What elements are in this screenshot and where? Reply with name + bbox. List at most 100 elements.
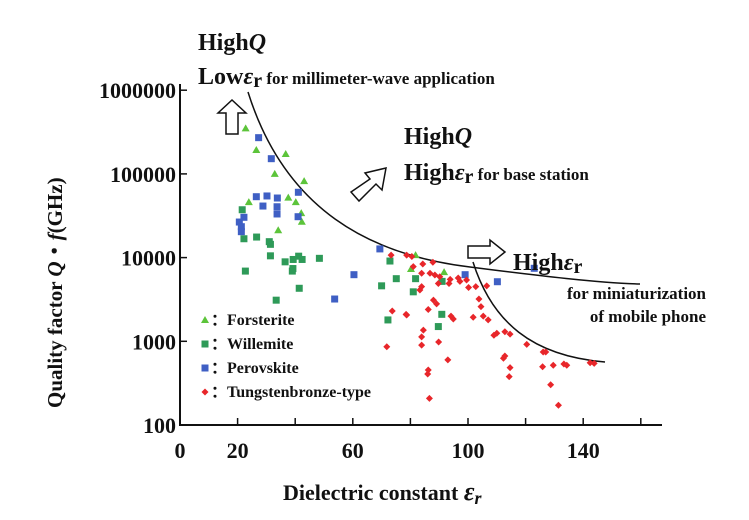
point-perovskite [294,213,302,221]
boundary-curve-lower [472,261,606,363]
point-tungstenbronze-type [388,307,396,315]
point-perovskite [235,218,243,226]
point-tungstenbronze-type [501,328,509,336]
point-willemite [289,255,297,263]
point-perovskite [267,155,275,163]
y-tick-label: 100 [143,413,176,438]
arrow-right-icon [467,238,507,266]
point-tungstenbronze-type [387,251,395,259]
point-tungstenbronze-type [418,269,426,277]
point-tungstenbronze-type [403,251,411,259]
point-forsterite [281,149,290,157]
point-perovskite [259,202,267,210]
point-tungstenbronze-type [429,258,437,266]
point-perovskite [273,210,281,218]
point-tungstenbronze-type [456,277,464,285]
legend-marker-tungstenbronze-type [201,388,209,396]
legend-label-willemite: ：Willemite [211,336,293,353]
point-perovskite [294,188,302,196]
point-tungstenbronze-type [419,326,427,334]
point-willemite [315,254,323,262]
point-tungstenbronze-type [418,333,426,341]
point-tungstenbronze-type [449,315,457,323]
y-tick-label: 100000 [110,162,176,187]
legend-marker-willemite [201,340,209,348]
point-tungstenbronze-type [490,331,498,339]
annotation-mobile-line3: of mobile phone [590,307,707,326]
point-perovskite [252,193,260,201]
point-tungstenbronze-type [424,370,432,378]
point-tungstenbronze-type [434,280,442,288]
point-tungstenbronze-type [590,359,598,367]
point-tungstenbronze-type [424,305,432,313]
point-tungstenbronze-type [436,273,444,281]
point-willemite [266,252,274,260]
point-tungstenbronze-type [539,363,547,371]
point-willemite [438,277,446,285]
point-willemite [238,206,246,214]
point-tungstenbronze-type [563,361,571,369]
point-tungstenbronze-type [465,283,473,291]
point-willemite [266,240,274,248]
point-willemite [241,267,249,275]
point-tungstenbronze-type [408,253,416,261]
y-tick-label: 1000000 [99,78,176,103]
point-tungstenbronze-type [409,263,417,271]
x-tick-label: 0 [175,438,186,463]
point-tungstenbronze-type [506,330,514,338]
point-willemite [409,288,417,296]
point-forsterite [406,265,415,273]
x-tick-label: 100 [452,438,485,463]
point-willemite [253,233,261,241]
point-forsterite [274,226,283,234]
point-forsterite [244,198,253,206]
point-perovskite [240,213,248,221]
point-tungstenbronze-type [445,280,453,288]
point-willemite [438,310,446,318]
point-tungstenbronze-type [549,361,557,369]
x-tick-label: 140 [567,438,600,463]
point-willemite [386,257,394,265]
point-perovskite [237,228,245,236]
point-willemite [272,296,280,304]
point-tungstenbronze-type [419,260,427,268]
y-ticks: 1000000 100000 10000 1000 100 [99,78,187,438]
point-perovskite [263,192,271,200]
y-tick-label: 1000 [132,329,176,354]
point-willemite [412,275,420,283]
point-willemite [384,316,392,324]
annotation-mmwave-line1: HighQ [198,30,266,56]
point-tungstenbronze-type [425,394,433,402]
point-forsterite [297,217,306,225]
point-tungstenbronze-type [418,341,426,349]
annotation-mobile-line1: Highεr [513,250,583,278]
y-axis-title: Quality factor Q・f(GHz) [43,177,67,408]
point-forsterite [440,268,449,276]
point-tungstenbronze-type [472,283,480,291]
point-perovskite [530,264,538,272]
data-points [235,124,598,409]
point-tungstenbronze-type [444,356,452,364]
point-tungstenbronze-type [435,338,443,346]
legend-label-forsterite: ：Forsterite [211,312,295,329]
annotation-base-line2: Highεr for base station [404,160,589,188]
point-willemite [295,284,303,292]
x-axis-title: Dielectric constant εr [283,477,483,508]
point-willemite [378,282,386,290]
point-forsterite [291,198,300,206]
arrow-up-icon [216,98,248,135]
legend-marker-perovskite [201,364,209,372]
point-tungstenbronze-type [554,401,562,409]
point-tungstenbronze-type [469,313,477,321]
point-tungstenbronze-type [416,286,424,294]
annotation-mmwave-line2: Lowεr for millimeter-wave application [198,64,495,92]
point-willemite [434,323,442,331]
point-tungstenbronze-type [383,343,391,351]
point-perovskite [461,271,469,279]
point-tungstenbronze-type [523,340,531,348]
point-tungstenbronze-type [506,364,514,372]
point-tungstenbronze-type [477,303,485,311]
x-ticks: 0 20 60 100 140 [175,418,642,463]
point-willemite [281,258,289,266]
annotation-mobile-line2: for miniaturization [567,284,707,303]
